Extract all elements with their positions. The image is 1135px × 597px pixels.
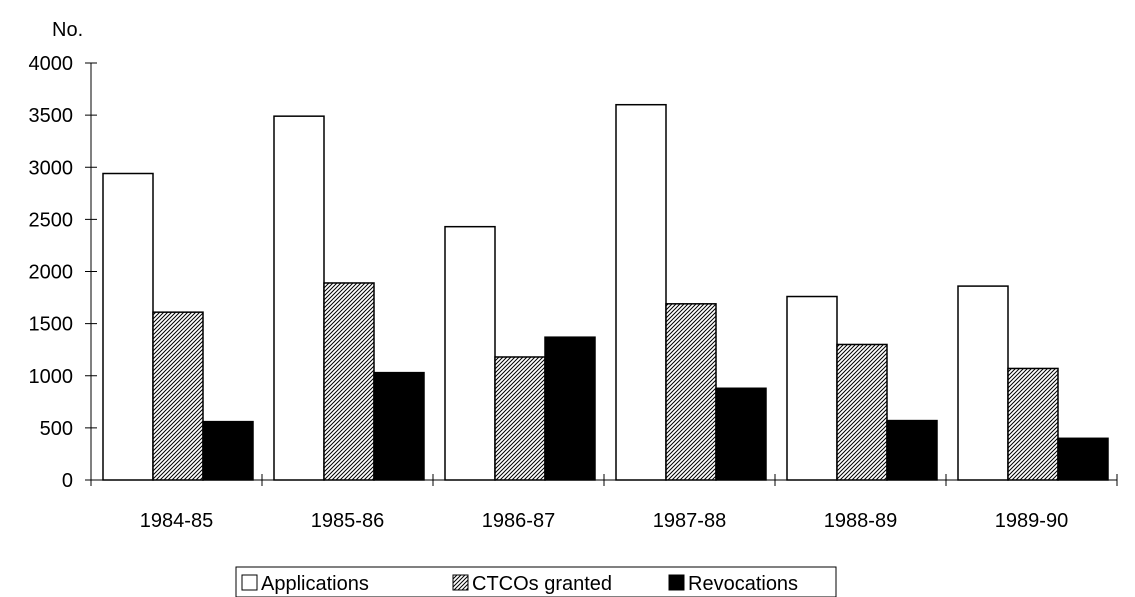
y-tick-label: 1000	[29, 366, 74, 388]
legend-swatch-revocations	[668, 574, 685, 591]
x-tick-label: 1987-88	[653, 510, 726, 532]
bar-ctcos-granted-1988-89	[836, 343, 888, 481]
bar-applications-1988-89	[786, 295, 838, 481]
bar-ctcos-granted-1989-90	[1007, 367, 1059, 481]
bar-applications-1986-87	[444, 225, 496, 481]
x-tick-label: 1988-89	[824, 510, 897, 532]
bar-ctcos-granted-1987-88	[665, 303, 717, 481]
legend-swatch-ctcos-granted	[452, 574, 469, 591]
bars	[102, 103, 1109, 481]
bar-applications-1987-88	[615, 103, 667, 481]
y-axis: 0 500 1000 1500 2000 2500 3000 3500 4000	[29, 53, 97, 492]
y-tick-label: 1500	[29, 314, 74, 336]
x-tick-label: 1985-86	[311, 510, 384, 532]
y-tick-label: 2500	[29, 209, 74, 231]
legend-label-ctcos-granted: CTCOs granted	[472, 573, 612, 595]
bar-applications-1984-85	[102, 172, 154, 481]
x-tick-label: 1984-85	[140, 510, 213, 532]
y-tick-label: 500	[40, 418, 73, 440]
legend-label-revocations: Revocations	[688, 573, 798, 595]
y-tick-label: 0	[62, 470, 73, 492]
legend: Applications CTCOs granted Revocations	[235, 566, 837, 597]
legend-swatch-applications	[241, 574, 258, 591]
bar-revocations-1987-88	[715, 387, 767, 481]
bar-revocations-1988-89	[886, 419, 938, 481]
bar-applications-1989-90	[957, 285, 1009, 481]
bar-ctcos-granted-1984-85	[152, 311, 204, 481]
bar-ctcos-granted-1985-86	[323, 282, 375, 481]
bar-ctcos-granted-1986-87	[494, 356, 546, 481]
x-tick-label: 1989-90	[995, 510, 1068, 532]
bar-revocations-1989-90	[1057, 437, 1109, 481]
y-axis-title: No.	[52, 19, 83, 41]
legend-label-applications: Applications	[261, 573, 369, 595]
bar-applications-1985-86	[273, 115, 325, 481]
x-axis: 1984-85 1985-86 1986-87 1987-88 1988-89 1989-…	[90, 474, 1118, 532]
y-tick-label: 3000	[29, 157, 74, 179]
legend-box	[235, 566, 837, 597]
y-tick-label: 4000	[29, 53, 74, 75]
bar-revocations-1986-87	[544, 336, 596, 481]
bar-revocations-1985-86	[373, 371, 425, 481]
y-tick-label: 3500	[29, 105, 74, 127]
x-tick-label: 1986-87	[482, 510, 555, 532]
y-tick-label: 2000	[29, 262, 74, 284]
bar-revocations-1984-85	[202, 420, 254, 481]
